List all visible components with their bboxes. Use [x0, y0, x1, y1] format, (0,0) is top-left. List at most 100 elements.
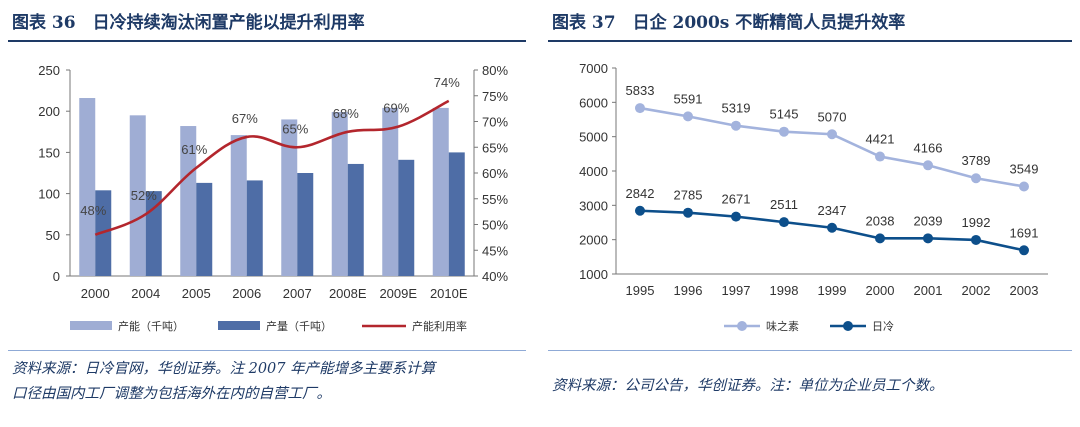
y-tick-label: 50 — [46, 228, 60, 243]
nichirei-value-label: 2511 — [770, 197, 798, 212]
x-tick-label: 2003 — [1010, 283, 1039, 298]
ajinomoto-value-label: 5070 — [818, 109, 847, 124]
utilization-label: 74% — [434, 75, 460, 90]
source-rule — [8, 350, 526, 351]
nichirei-value-label: 2039 — [914, 213, 943, 228]
y2-tick-label: 55% — [482, 192, 508, 207]
source-line-1: 资料来源：公司公告，华创证券。注：单位为企业员工个数。 — [552, 378, 944, 394]
output-bar — [398, 159, 415, 276]
y-tick-label: 2000 — [579, 233, 608, 248]
y-tick-label: 200 — [38, 104, 60, 119]
x-tick-label: 1997 — [722, 283, 751, 298]
capacity-bar — [281, 119, 298, 276]
legend-capacity-label: 产能（千吨） — [118, 319, 184, 333]
x-tick-label: 2010E — [430, 286, 468, 301]
y-tick-label: 100 — [38, 187, 60, 202]
output-bar — [246, 180, 263, 276]
x-tick-label: 2007 — [283, 286, 312, 301]
y2-tick-label: 50% — [482, 218, 508, 233]
ajinomoto-value-label: 5591 — [674, 91, 703, 106]
source-line-1: 资料来源：日冷官网，华创证券。注 2007 年产能增多主要系计算 — [12, 361, 436, 377]
capacity-bar — [331, 112, 348, 276]
nichirei-point — [779, 217, 789, 228]
nichirei-value-label: 2038 — [866, 213, 895, 228]
y2-tick-label: 80% — [482, 63, 508, 78]
capacity-bar — [382, 107, 399, 277]
x-tick-label: 2004 — [131, 286, 160, 301]
legend-nichirei-label: 日冷 — [872, 320, 894, 333]
x-tick-label: 2008E — [329, 286, 367, 301]
capacity-bar — [230, 135, 247, 276]
ajinomoto-point — [779, 126, 789, 137]
output-bar — [347, 163, 364, 276]
legend-utilization-label: 产能利用率 — [412, 319, 467, 333]
capacity-bar — [180, 126, 197, 276]
nichirei-point — [1019, 245, 1029, 256]
nichirei-value-label: 2785 — [674, 188, 703, 203]
y2-tick-label: 45% — [482, 243, 508, 258]
x-tick-label: 2001 — [914, 283, 943, 298]
x-tick-label: 1999 — [818, 283, 847, 298]
ajinomoto-point — [923, 160, 933, 171]
ajinomoto-point — [827, 129, 837, 140]
y2-tick-label: 40% — [482, 269, 508, 284]
nichirei-value-label: 2842 — [626, 186, 655, 201]
ajinomoto-point — [971, 173, 981, 184]
capacity-chart: 0 50 100 150 200 250 40% 45% 50% 55% 60% 65% 70% 75% 8… — [38, 63, 508, 333]
x-tick-label: 2009E — [379, 286, 417, 301]
y2-tick-label: 75% — [482, 89, 508, 104]
y2-tick-label: 70% — [482, 115, 508, 130]
legend-output-label: 产量（千吨） — [266, 319, 332, 333]
ajinomoto-point — [875, 151, 885, 162]
y-tick-label: 6000 — [579, 95, 608, 110]
utilization-label: 68% — [333, 106, 359, 121]
legend-ajinomoto-marker — [737, 321, 747, 331]
source-rule — [548, 350, 1072, 351]
utilization-label: 48% — [80, 203, 106, 218]
nichirei-point — [635, 205, 645, 216]
legend-ajinomoto-label: 味之素 — [766, 319, 799, 333]
x-tick-label: 2006 — [232, 286, 261, 301]
title-rule — [548, 40, 1072, 42]
utilization-label: 52% — [131, 188, 157, 203]
chart-37-source: 资料来源：公司公告，华创证券。注：单位为企业员工个数。 — [552, 374, 944, 399]
nichirei-point — [731, 211, 741, 222]
capacity-bar — [432, 107, 449, 277]
y2-tick-label: 60% — [482, 166, 508, 181]
x-tick-label: 1998 — [770, 283, 799, 298]
ajinomoto-value-label: 5319 — [722, 101, 751, 116]
ajinomoto-point — [635, 103, 645, 114]
output-bar — [448, 152, 465, 276]
y-tick-label: 4000 — [579, 164, 608, 179]
nichirei-point — [971, 234, 981, 245]
y2-tick-label: 65% — [482, 140, 508, 155]
ajinomoto-point — [731, 120, 741, 131]
capacity-bar — [79, 98, 96, 277]
chart-37-title: 图表 37 日企 2000s 不断精简人员提升效率 — [552, 13, 906, 33]
ajinomoto-value-label: 3549 — [1010, 161, 1039, 176]
ajinomoto-point — [683, 111, 693, 122]
x-tick-label: 1996 — [674, 283, 703, 298]
ajinomoto-value-label: 5145 — [770, 107, 799, 122]
y-tick-label: 0 — [53, 269, 60, 284]
utilization-label: 61% — [181, 142, 207, 157]
y-tick-label: 3000 — [579, 198, 608, 213]
utilization-label: 65% — [282, 121, 308, 136]
legend-nichirei-marker — [843, 321, 853, 331]
x-tick-label: 2000 — [866, 283, 895, 298]
title-rule — [8, 40, 526, 42]
ajinomoto-value-label: 3789 — [962, 153, 991, 168]
ajinomoto-point — [1019, 181, 1029, 192]
ajinomoto-value-label: 4421 — [866, 132, 895, 147]
staff-chart-container: 1000 2000 3000 4000 5000 6000 7000 1995 1996 1997… — [548, 46, 1072, 350]
nichirei-value-label: 1992 — [962, 215, 991, 230]
chart-36-source: 资料来源：日冷官网，华创证券。注 2007 年产能增多主要系计算 口径由国内工厂… — [12, 357, 435, 407]
nichirei-point — [923, 233, 933, 244]
nichirei-point — [827, 222, 837, 233]
nichirei-value-label: 2671 — [722, 192, 751, 207]
capacity-bar — [129, 115, 146, 276]
y-tick-label: 7000 — [579, 61, 608, 76]
utilization-line — [94, 99, 450, 237]
x-tick-label: 1995 — [626, 283, 655, 298]
capacity-chart-container: 0 50 100 150 200 250 40% 45% 50% 55% 60% 65% 70% 75% 8… — [8, 46, 526, 350]
